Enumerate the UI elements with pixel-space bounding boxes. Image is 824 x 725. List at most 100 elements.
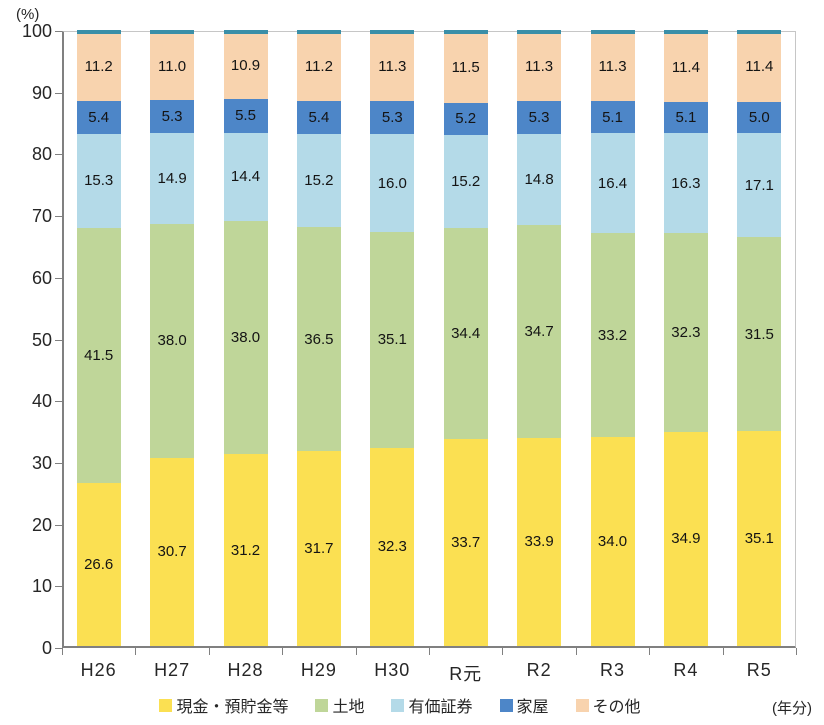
bar-segment: 11.2 — [296, 32, 341, 101]
x-category-label: H29 — [300, 660, 337, 680]
segment-value-label: 11.5 — [451, 58, 480, 76]
bar-segment: 33.7 — [443, 439, 488, 646]
segment-value-label: 5.3 — [381, 109, 403, 127]
bar-segment: 10.9 — [223, 32, 268, 99]
segment-value-label: 33.2 — [597, 326, 628, 344]
bar-column: 33.7 34.4 15.2 5.2 11.5 — [443, 30, 488, 646]
x-tick-mark — [208, 648, 210, 655]
y-tick-mark — [55, 216, 62, 218]
x-tick-mark — [355, 648, 357, 655]
segment-value-label: 11.4 — [745, 58, 774, 76]
segment-value-label: 16.0 — [377, 174, 407, 192]
legend-item: その他 — [575, 693, 641, 717]
bar-segment: 31.2 — [223, 454, 268, 646]
bar-segment: 34.9 — [663, 431, 708, 646]
bar-segment: 5.5 — [223, 98, 268, 133]
segment-value-label: 14.4 — [230, 168, 261, 186]
segment-value-label: 15.2 — [451, 172, 481, 190]
x-category-label: R5 — [746, 660, 772, 680]
bar-column: 34.0 33.2 16.4 5.1 11.3 — [590, 30, 635, 646]
legend-item: 有価証券 — [391, 693, 473, 717]
x-tick-mark — [502, 648, 504, 655]
bar-segment: 5.3 — [370, 101, 415, 134]
segment-value-label: 38.0 — [230, 329, 261, 347]
segment-value-label: 30.7 — [157, 543, 187, 561]
bar-segment: 34.7 — [517, 224, 562, 438]
segment-value-label: 31.2 — [230, 541, 261, 559]
bar-column: 31.2 38.0 14.4 5.5 10.9 — [223, 30, 268, 646]
legend-swatch — [391, 698, 405, 712]
y-tick-label: 60 — [31, 267, 52, 288]
segment-value-label: 11.2 — [304, 57, 333, 75]
legend-swatch — [315, 698, 329, 712]
x-tick-mark — [282, 648, 284, 655]
segment-value-label: 11.3 — [378, 58, 407, 76]
bar-column: 31.7 36.5 15.2 5.4 11.2 — [296, 30, 341, 646]
bar-segment: 31.5 — [737, 237, 782, 431]
segment-value-label: 35.1 — [744, 529, 774, 547]
bar-segment: 33.2 — [590, 233, 635, 438]
segment-value-label: 36.5 — [304, 330, 334, 348]
x-category-label: R4 — [673, 660, 699, 680]
segment-value-label: 15.2 — [304, 172, 334, 190]
x-tick-mark — [649, 648, 651, 655]
x-category-label: H30 — [374, 660, 411, 680]
segment-value-label: 31.7 — [304, 540, 334, 558]
segment-value-label: 34.0 — [597, 533, 628, 551]
legend-label: 土地 — [332, 699, 365, 716]
bar-segment: 38.0 — [223, 221, 268, 455]
y-tick-label: 100 — [21, 21, 52, 41]
x-category-label: H26 — [80, 660, 117, 680]
bar-top-cap — [590, 30, 635, 34]
bar-segment: 5.0 — [737, 101, 782, 133]
y-tick-label: 0 — [41, 638, 52, 658]
bar-segment: 36.5 — [296, 227, 341, 452]
x-tick-mark — [575, 648, 577, 655]
y-tick-mark — [55, 462, 62, 464]
legend-label: 現金・預貯金等 — [176, 699, 289, 716]
bar-column: 34.9 32.3 16.3 5.1 11.4 — [663, 30, 708, 646]
y-tick-mark — [55, 31, 62, 32]
x-tick-mark — [796, 648, 797, 655]
y-tick-label: 80 — [31, 144, 52, 165]
bar-top-cap — [737, 30, 782, 34]
segment-value-label: 32.3 — [377, 538, 407, 556]
segment-value-label: 41.5 — [84, 346, 114, 364]
bar-segment: 5.2 — [443, 102, 488, 135]
segment-value-label: 33.7 — [451, 534, 481, 552]
bar-segment: 33.9 — [517, 437, 562, 646]
bar-segment: 15.3 — [76, 133, 121, 228]
y-tick-label: 50 — [31, 329, 52, 350]
segment-value-label: 11.0 — [158, 57, 187, 75]
bar-segment: 14.8 — [517, 133, 562, 225]
segment-value-label: 34.9 — [671, 530, 701, 548]
y-tick-label: 40 — [31, 391, 52, 412]
x-category-label: R2 — [526, 660, 552, 680]
bar-segment: 5.1 — [590, 101, 635, 133]
plot-area: 26.6 41.5 15.3 5.4 11.2 30.7 38.0 14.9 5.3 11.0 31… — [62, 30, 796, 648]
bar-top-cap — [296, 30, 341, 34]
bar-segment: 11.3 — [590, 32, 635, 102]
y-tick-mark — [55, 154, 62, 156]
x-category-label: H27 — [154, 660, 191, 680]
y-tick-mark — [55, 524, 62, 526]
segment-value-label: 38.0 — [157, 332, 187, 350]
bar-top-cap — [223, 30, 268, 34]
bar-segment: 26.6 — [76, 482, 121, 646]
bar-top-cap — [370, 30, 415, 34]
legend-swatch — [159, 698, 173, 712]
segment-value-label: 34.4 — [451, 324, 481, 342]
bar-segment: 16.4 — [590, 132, 635, 234]
bar-segment: 34.0 — [590, 437, 635, 646]
legend: 現金・預貯金等 土地 有価証券 家屋 その他 — [0, 693, 800, 717]
bar-segment: 16.0 — [370, 133, 415, 233]
legend-label: その他 — [592, 699, 641, 716]
segment-value-label: 5.5 — [235, 107, 256, 125]
segment-value-label: 14.9 — [157, 169, 187, 187]
bar-top-cap — [663, 30, 708, 34]
bar-segment: 15.2 — [443, 134, 488, 228]
segment-value-label: 17.1 — [744, 176, 774, 194]
y-tick-label: 90 — [31, 82, 52, 103]
segment-value-label: 15.3 — [84, 172, 114, 190]
